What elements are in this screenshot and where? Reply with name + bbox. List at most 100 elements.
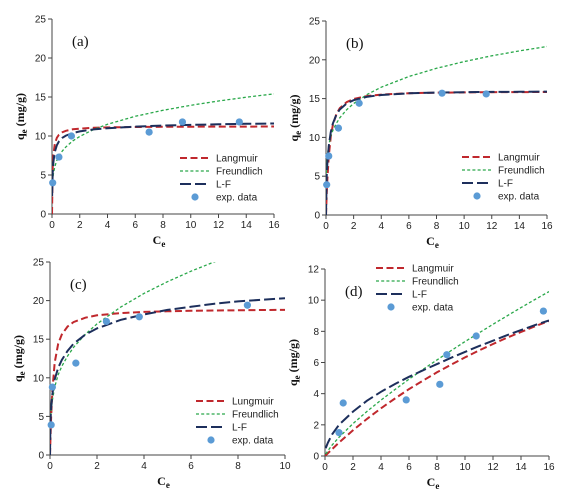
x-tick-label: 4: [378, 462, 384, 473]
x-axis-title-sub: e: [435, 481, 439, 491]
exp-data-point: [438, 89, 446, 97]
exp-data-point: [325, 152, 333, 160]
legend-label: Langmuir: [412, 264, 454, 275]
legend-label: L-F: [498, 179, 513, 190]
y-tick-label: 20: [35, 54, 47, 65]
x-axis-title: Ce: [427, 475, 440, 491]
y-tick-label: 25: [33, 258, 45, 269]
y-axis-title-main: q: [287, 135, 301, 142]
legend-label: Langmuir: [498, 153, 540, 164]
x-tick-label: 14: [514, 221, 526, 232]
legend-label: L-F: [232, 423, 247, 434]
y-axis-title: qe (mg/g): [13, 93, 29, 140]
x-tick-label: 6: [132, 220, 138, 231]
legend-swatch-exp: [387, 303, 395, 311]
x-tick-label: 14: [515, 462, 527, 473]
exp-data-point: [145, 128, 153, 136]
exp-data-point: [102, 317, 110, 326]
exp-data-point: [436, 380, 444, 388]
x-tick-label: 6: [188, 461, 194, 472]
y-axis-title: qe (mg/g): [286, 339, 302, 386]
y-tick-label: 5: [38, 412, 44, 423]
exp-data-point: [178, 118, 187, 126]
y-tick-label: 20: [309, 55, 321, 66]
y-axis-title-main: q: [11, 375, 25, 382]
series-line-langmuir: [52, 125, 274, 214]
x-tick-label: 10: [459, 462, 471, 473]
exp-data-point: [67, 132, 76, 140]
y-tick-label: 15: [35, 93, 47, 104]
x-axis-title-main: C: [427, 475, 436, 489]
x-tick-label: 12: [487, 462, 499, 473]
legend-label: Lungmuir: [232, 397, 274, 408]
legend-label: Langmuir: [216, 154, 258, 165]
x-axis-title: Ce: [426, 234, 439, 250]
series-line-lf: [50, 297, 285, 455]
y-axis-title-unit: (mg/g): [287, 94, 301, 130]
x-tick-label: 4: [105, 220, 111, 231]
x-tick-label: 14: [241, 220, 253, 231]
y-tick-label: 10: [308, 296, 320, 307]
panel-label: (b): [346, 36, 364, 52]
legend-label: exp. data: [412, 303, 454, 314]
y-tick-label: 5: [40, 171, 46, 182]
exp-data-point: [339, 399, 347, 407]
y-tick-label: 0: [38, 451, 44, 462]
exp-data-point: [472, 332, 480, 340]
exp-data-point: [335, 429, 343, 437]
x-tick-label: 16: [268, 220, 280, 231]
exp-data-point: [235, 118, 243, 126]
series-line-freundlich: [325, 291, 549, 455]
x-tick-label: 0: [49, 220, 55, 231]
legend-swatch-exp: [207, 436, 215, 444]
x-axis-title: Ce: [157, 474, 170, 490]
legend-label: exp. data: [232, 436, 274, 447]
exp-data-point: [443, 351, 451, 359]
y-axis-title-main: q: [286, 379, 300, 386]
x-tick-label: 2: [350, 462, 356, 473]
legend-label: Freundlich: [498, 166, 545, 177]
exp-data-point: [355, 99, 363, 107]
y-axis-title-sub: e: [293, 131, 303, 135]
x-tick-label: 8: [235, 461, 241, 472]
y-tick-label: 10: [309, 133, 321, 144]
y-tick-label: 15: [309, 94, 321, 105]
legend-swatch-exp: [473, 192, 481, 200]
y-axis-title-sub: e: [19, 129, 29, 133]
x-tick-label: 12: [213, 220, 225, 231]
exp-data-point: [402, 396, 410, 404]
series-line-freundlich: [50, 262, 216, 422]
y-tick-label: 20: [33, 296, 45, 307]
series-line-lf: [52, 122, 274, 197]
legend-label: Freundlich: [216, 167, 263, 178]
x-tick-label: 0: [322, 462, 328, 473]
exp-data-point: [323, 181, 331, 189]
y-tick-label: 25: [35, 15, 47, 26]
exp-data-point: [135, 313, 143, 321]
y-axis-title-main: q: [13, 133, 27, 140]
x-tick-label: 10: [185, 220, 197, 231]
exp-data-point: [55, 153, 63, 161]
legend-label: Freundlich: [232, 410, 279, 421]
legend: Langmuir Freundlich L-F exp. data: [376, 264, 459, 314]
panel-label: (a): [72, 34, 89, 50]
x-axis-title-main: C: [426, 234, 435, 248]
y-tick-label: 12: [308, 265, 320, 276]
series-line-lf: [325, 319, 549, 449]
x-tick-label: 2: [77, 220, 83, 231]
x-tick-label: 4: [378, 221, 384, 232]
y-axis-title-unit: (mg/g): [13, 93, 27, 129]
x-tick-label: 16: [541, 221, 553, 232]
exp-data-point: [47, 421, 55, 429]
y-axis-title: qe (mg/g): [287, 94, 303, 141]
x-tick-label: 10: [459, 221, 471, 232]
y-tick-label: 0: [314, 211, 320, 222]
series-line-lungmuir: [50, 308, 285, 455]
x-tick-label: 12: [486, 221, 498, 232]
legend-label: exp. data: [216, 193, 258, 204]
x-tick-label: 6: [406, 221, 412, 232]
